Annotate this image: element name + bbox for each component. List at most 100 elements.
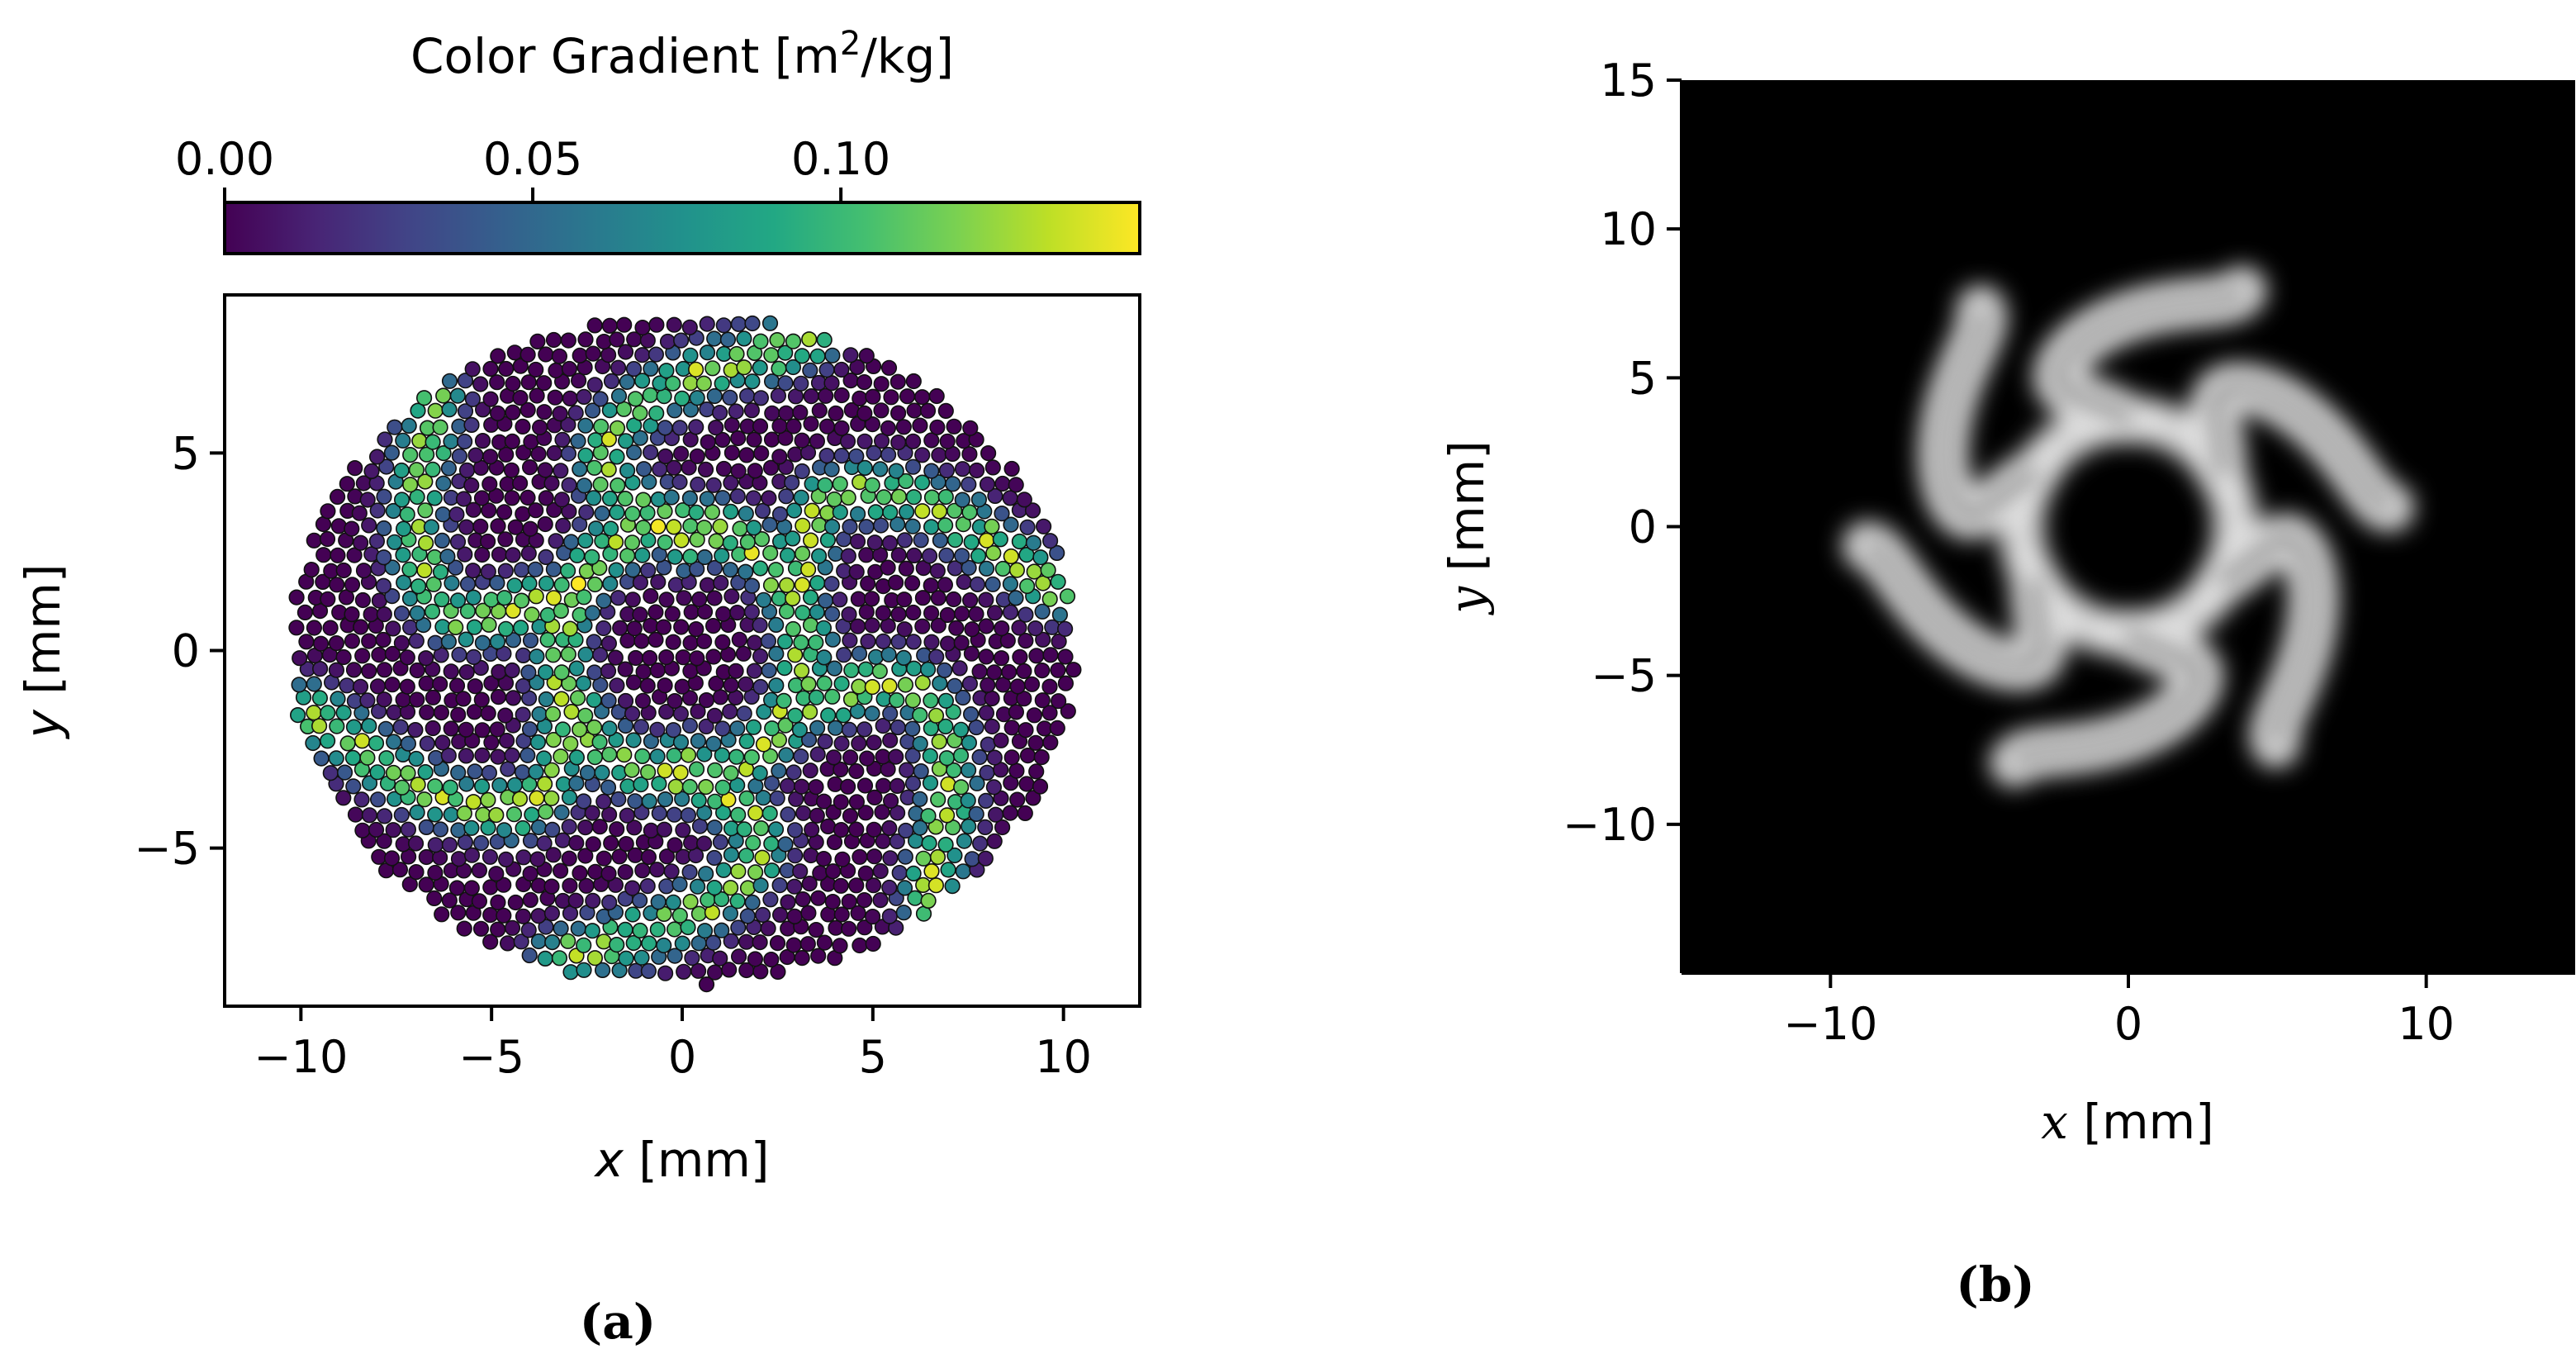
scatter-point <box>889 749 904 764</box>
scatter-point <box>824 577 839 591</box>
scatter-point <box>811 948 826 963</box>
scatter-point <box>923 748 938 763</box>
scatter-point <box>597 851 612 866</box>
scatter-point <box>1009 763 1024 778</box>
scatter-point <box>529 649 544 664</box>
scatter-point <box>491 922 505 937</box>
scatter-point <box>332 519 347 534</box>
scatter-point <box>929 878 944 893</box>
scatter-point <box>788 708 803 723</box>
scatter-point <box>324 766 339 781</box>
scatter-point <box>538 665 553 680</box>
scatter-point <box>602 895 617 910</box>
scatter-point <box>649 317 664 332</box>
y-tick-label-a: 0 <box>172 625 200 677</box>
scatter-point <box>753 680 768 695</box>
scatter-point <box>563 736 578 751</box>
scatter-point <box>753 561 768 576</box>
scatter-point <box>985 577 1000 592</box>
scatter-point <box>539 692 554 707</box>
scatter-point <box>674 446 689 461</box>
scatter-point <box>635 863 650 878</box>
scatter-point <box>353 506 368 520</box>
scatter-point <box>355 824 370 838</box>
x-axis-label-b: x [mm] <box>2041 1094 2213 1150</box>
scatter-point <box>433 420 448 435</box>
scatter-point <box>544 879 559 894</box>
scatter-point <box>357 563 372 578</box>
scatter-point <box>556 722 571 737</box>
scatter-point <box>594 420 609 435</box>
heatmap-background <box>1682 80 2575 973</box>
scatter-point <box>962 447 977 462</box>
scatter-point <box>545 823 560 838</box>
scatter-point <box>473 520 488 534</box>
colorbar <box>225 202 1140 254</box>
scatter-point <box>897 592 912 607</box>
scatter-point <box>773 507 788 522</box>
scatter-point <box>515 506 530 521</box>
scatter-point <box>596 621 611 636</box>
scatter-point <box>601 664 616 679</box>
scatter-point <box>657 763 672 778</box>
scatter-point <box>948 533 963 548</box>
scatter-point <box>520 348 535 363</box>
scatter-point <box>482 766 497 781</box>
scatter-point <box>418 765 433 780</box>
scatter-point <box>578 449 593 463</box>
scatter-point <box>923 578 938 593</box>
scatter-point <box>913 533 928 548</box>
scatter-point <box>355 734 370 748</box>
scatter-point <box>770 333 785 348</box>
scatter-point <box>941 777 956 792</box>
scatter-point <box>667 723 681 738</box>
scatter-point <box>576 794 591 809</box>
scatter-point <box>544 476 559 491</box>
scatter-point <box>747 432 761 447</box>
scatter-point <box>753 334 768 349</box>
scatter-point <box>428 807 443 822</box>
scatter-point <box>906 606 921 620</box>
scatter-point <box>849 565 864 580</box>
scatter-point <box>899 505 914 520</box>
scatter-point <box>320 532 335 547</box>
scatter-point <box>556 519 571 534</box>
scatter-point <box>292 651 307 666</box>
scatter-point <box>969 807 984 822</box>
scatter-point <box>933 533 948 548</box>
scatter-point <box>620 463 635 478</box>
scatter-point <box>602 748 617 762</box>
scatter-point <box>363 607 378 622</box>
scatter-point <box>344 521 359 536</box>
scatter-point <box>564 705 579 720</box>
scatter-point <box>562 647 576 662</box>
scatter-point <box>483 392 498 406</box>
scatter-point <box>289 590 304 605</box>
scatter-point <box>852 938 867 953</box>
scatter-point <box>785 591 800 606</box>
scatter-point <box>541 608 556 623</box>
colorbar-label: Color Gradient [m2/kg] <box>410 25 954 84</box>
scatter-point <box>490 722 505 737</box>
scatter-point <box>757 737 771 752</box>
scatter-point <box>748 805 763 820</box>
scatter-point <box>1003 491 1018 506</box>
scatter-point <box>1010 792 1025 807</box>
scatter-point <box>764 952 779 967</box>
scatter-point <box>451 534 466 549</box>
scatter-point <box>779 406 794 420</box>
scatter-point <box>796 806 811 821</box>
scatter-point <box>652 806 667 821</box>
scatter-point <box>336 563 351 578</box>
scatter-point <box>395 492 410 507</box>
scatter-point <box>440 549 455 564</box>
scatter-point <box>707 331 722 346</box>
scatter-point <box>795 464 809 479</box>
scatter-point <box>345 634 360 648</box>
scatter-point <box>515 765 530 780</box>
scatter-point <box>672 475 687 490</box>
scatter-point <box>435 534 450 549</box>
scatter-point <box>618 865 633 880</box>
scatter-point <box>436 476 451 491</box>
scatter-point <box>521 665 536 680</box>
